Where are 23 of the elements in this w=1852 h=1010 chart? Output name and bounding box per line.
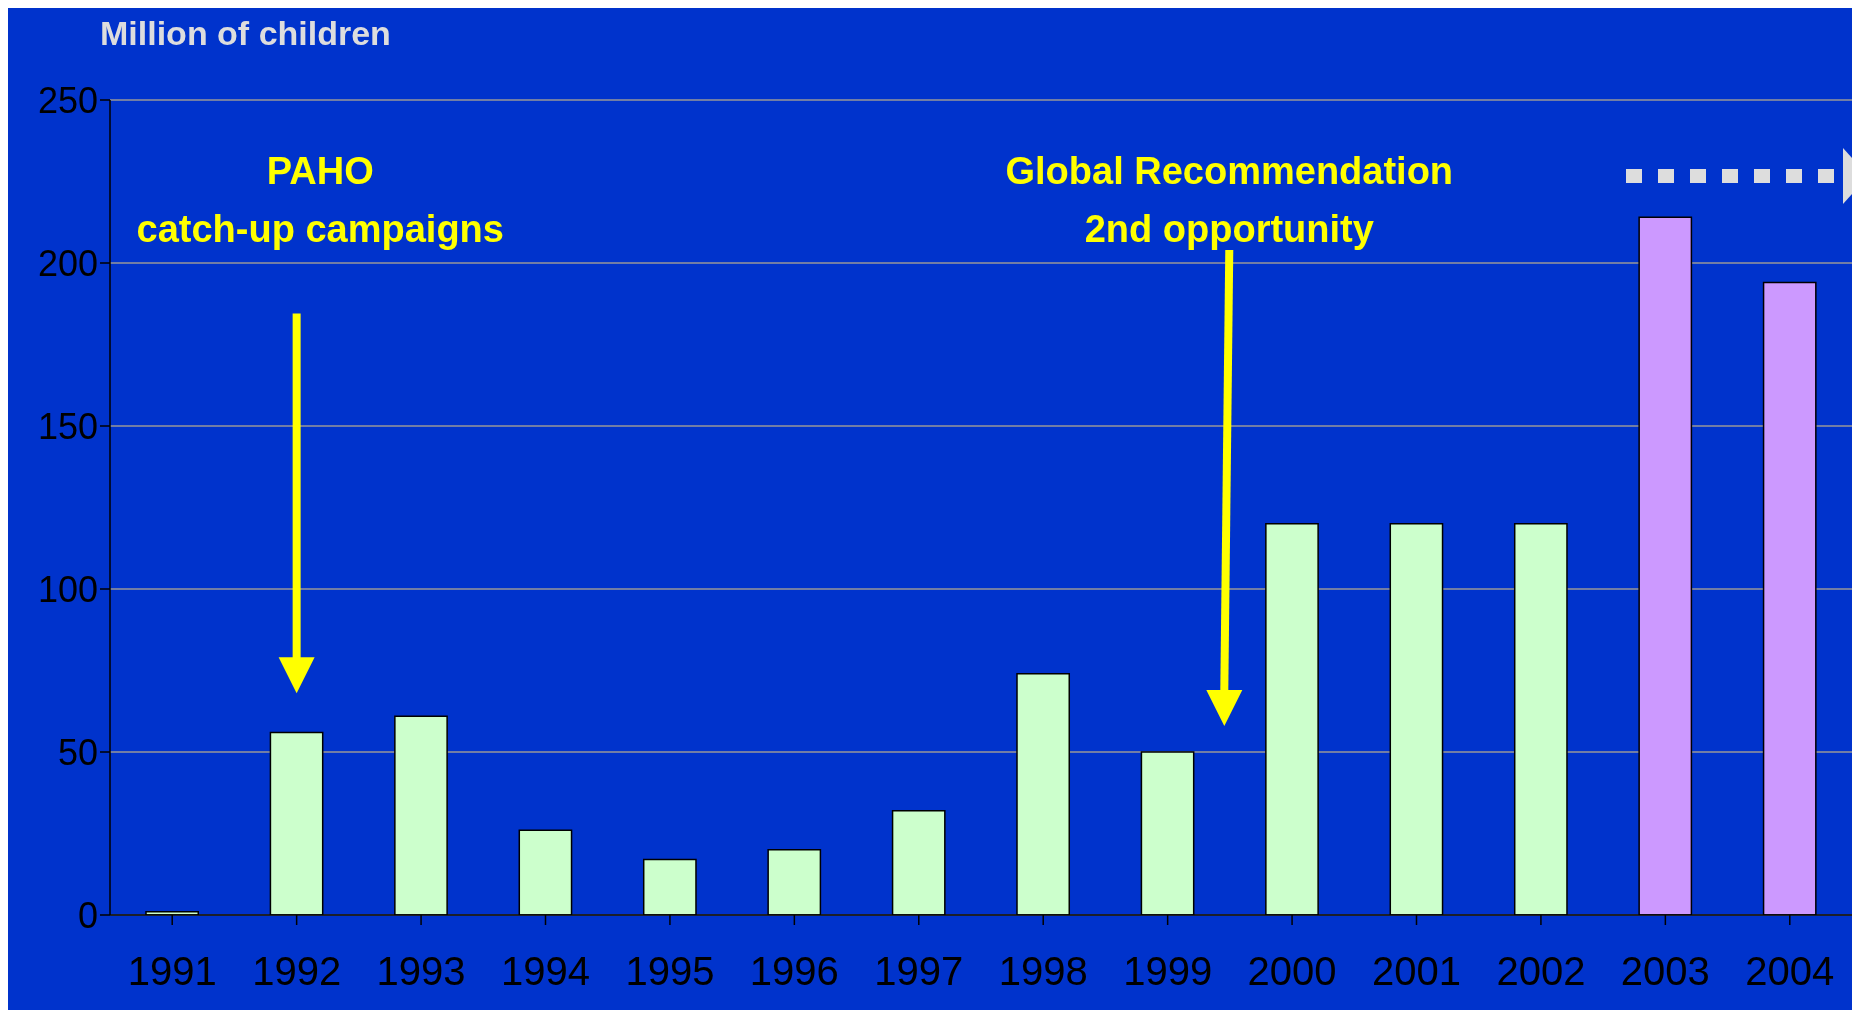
x-tick-label: 2004 — [1745, 949, 1835, 994]
y-tick-label: 100 — [37, 568, 98, 610]
y-tick-label: 250 — [37, 79, 98, 121]
x-tick-label: 1996 — [749, 949, 839, 994]
y-tick-label: 150 — [37, 405, 98, 447]
x-tick-label: 2001 — [1372, 949, 1461, 994]
x-tick-label: 1992 — [252, 949, 342, 994]
x-tick-label: 1999 — [1123, 949, 1213, 994]
x-tick-label: 1998 — [998, 949, 1088, 994]
annotation: PAHO catch-up campaigns — [135, 149, 505, 250]
x-tick-label: 2002 — [1496, 949, 1586, 994]
x-tick-label: 1995 — [625, 949, 715, 994]
x-tick-label: 1997 — [874, 949, 964, 994]
y-tick-label: 200 — [37, 242, 98, 284]
x-tick-label: 1993 — [376, 949, 466, 994]
y-tick-label: 50 — [57, 731, 98, 773]
x-tick-label: 2000 — [1247, 949, 1337, 994]
x-tick-label: 2003 — [1620, 949, 1710, 994]
y-axis-title: Million of children — [100, 14, 391, 53]
x-tick-label: 1994 — [501, 949, 590, 994]
y-tick-label: 0 — [77, 894, 98, 936]
annotation: Global Recommendation 2nd opportunity — [1004, 149, 1455, 252]
x-tick-label: 1991 — [127, 949, 217, 994]
